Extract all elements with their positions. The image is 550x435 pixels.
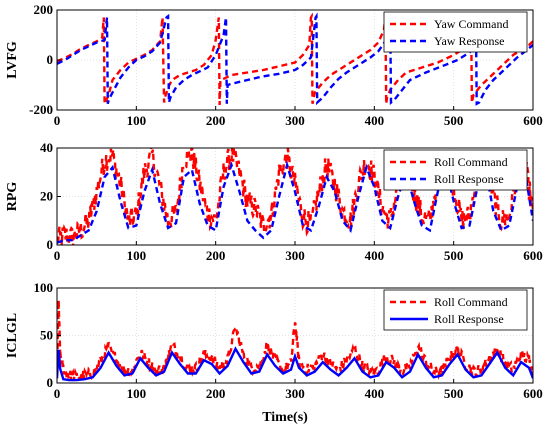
- x-tick-label-3-1: 100: [127, 386, 147, 401]
- x-tick-label-2-2: 200: [206, 248, 226, 263]
- y-tick-label-3-1: 50: [40, 328, 53, 343]
- series-3-2-line: [57, 346, 533, 382]
- y-axis-label-2: RPG: [5, 182, 20, 212]
- x-tick-label-1-6: 600: [523, 113, 543, 128]
- y-tick-label-3-0: 0: [47, 375, 54, 390]
- x-tick-label-3-3: 300: [285, 386, 305, 401]
- x-tick-label-1-4: 400: [365, 113, 385, 128]
- y-axis-label-1: LVFG: [5, 41, 20, 79]
- x-tick-label-1-5: 500: [444, 113, 464, 128]
- legend-box-1: [383, 11, 528, 53]
- y-tick-label-1-0: -200: [29, 102, 53, 117]
- legend-label-1-1: Yaw Command: [434, 17, 508, 31]
- x-tick-label-1-2: 200: [206, 113, 226, 128]
- x-tick-label-1-1: 100: [127, 113, 147, 128]
- x-axis-label: Time(s): [262, 410, 308, 425]
- series-2-2-line: [57, 160, 533, 244]
- x-tick-label-1-3: 300: [285, 113, 305, 128]
- legend-1: Yaw Command Yaw Response: [383, 11, 528, 53]
- x-tick-label-2-3: 300: [285, 248, 305, 263]
- legend-3: Roll Command Roll Response: [383, 289, 528, 331]
- x-tick-label-2-1: 100: [127, 248, 147, 263]
- legend-2: Roll Command Roll Response: [383, 149, 528, 191]
- x-tick-label-2-4: 400: [365, 248, 385, 263]
- x-tick-label-3-0: 0: [54, 386, 61, 401]
- series-1-2-line: [57, 12, 533, 106]
- y-tick-label-2-1: 20: [40, 189, 53, 204]
- legend-label-3-1: Roll Command: [434, 295, 508, 309]
- x-tick-label-2-5: 500: [444, 248, 464, 263]
- x-tick-label-3-6: 600: [523, 386, 543, 401]
- y-tick-label-2-2: 40: [40, 140, 53, 155]
- legend-label-1-2: Yaw Response: [434, 34, 504, 48]
- y-tick-label-3-2: 100: [34, 280, 54, 295]
- x-tick-label-3-5: 500: [444, 386, 464, 401]
- x-tick-label-2-6: 600: [523, 248, 543, 263]
- legend-label-2-1: Roll Command: [434, 155, 508, 169]
- x-tick-label-3-4: 400: [365, 386, 385, 401]
- legend-label-3-2: Roll Response: [434, 312, 504, 326]
- y-tick-label-1-2: 200: [34, 2, 54, 17]
- x-tick-label-3-2: 200: [206, 386, 226, 401]
- y-axis-label-3: ICLGL: [5, 313, 20, 358]
- legend-box-2: [383, 149, 528, 191]
- y-tick-label-1-1: 0: [47, 52, 54, 67]
- panel-3: 0 100 200 300 400 500 600 0 50 100 ICLGL Roll Comma…: [5, 280, 543, 401]
- x-tick-label-1-0: 0: [54, 113, 61, 128]
- series-3-1-line: [57, 299, 533, 382]
- legend-box-3: [383, 289, 528, 331]
- legend-label-2-2: Roll Response: [434, 172, 504, 186]
- x-tick-label-2-0: 0: [54, 248, 61, 263]
- y-tick-label-2-0: 0: [47, 237, 54, 252]
